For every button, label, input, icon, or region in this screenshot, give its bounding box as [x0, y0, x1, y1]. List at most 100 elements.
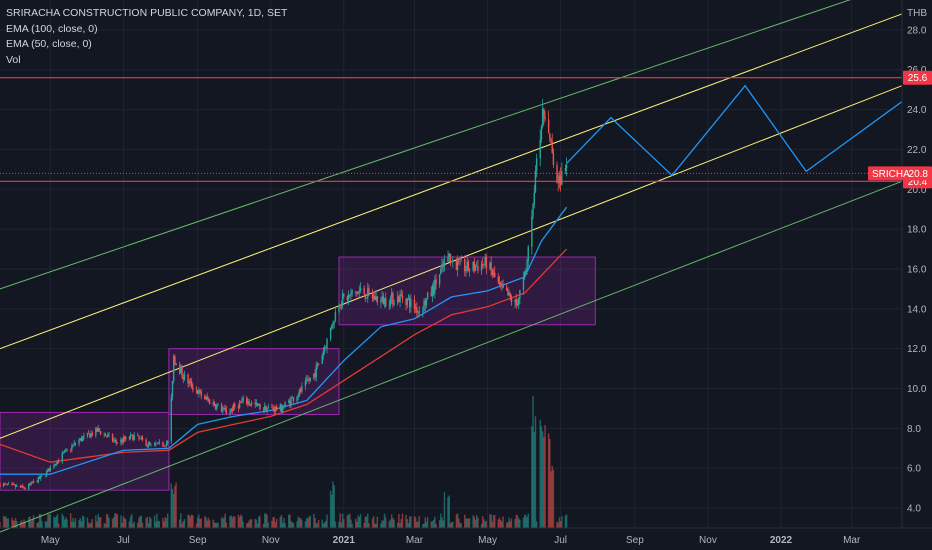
current-price-value: 20.8	[909, 169, 929, 180]
ema50-legend[interactable]: EMA (50, close, 0)	[6, 38, 92, 50]
volume-bar	[12, 520, 14, 528]
volume-bar	[189, 516, 192, 528]
candle-body	[137, 435, 139, 436]
volume-bar	[408, 516, 411, 528]
volume-bar	[16, 520, 18, 528]
volume-bar	[315, 523, 317, 528]
candle-body	[155, 443, 157, 445]
candle-body	[338, 305, 340, 312]
volume-bar	[426, 517, 429, 528]
candle-body	[63, 450, 66, 453]
candle-body	[54, 464, 56, 466]
candle-body	[61, 452, 63, 462]
volume-bar	[456, 513, 459, 528]
volume-bar	[371, 518, 374, 528]
volume-bar	[254, 518, 256, 528]
volume-bar	[559, 520, 562, 528]
candle-body	[47, 468, 49, 471]
candle-body	[405, 298, 407, 305]
candle-body	[322, 351, 325, 356]
candle-body	[371, 291, 374, 299]
candle-body	[242, 397, 244, 401]
candle-body	[435, 279, 437, 285]
volume-bar	[104, 523, 107, 528]
horizontal-levels[interactable]	[0, 77, 902, 182]
volume-bar	[172, 493, 175, 528]
volume-bar	[199, 518, 201, 528]
candle-body	[494, 272, 496, 278]
candle-body	[258, 404, 260, 406]
candle-body	[414, 307, 417, 309]
volume-bar	[464, 514, 466, 528]
candle-body	[116, 442, 119, 444]
candle-body	[96, 428, 98, 432]
volume-bar	[359, 514, 362, 528]
candle-body	[65, 449, 67, 451]
volume-bar	[340, 522, 343, 528]
volume-bar	[24, 521, 26, 528]
volume-bar	[129, 516, 132, 528]
candle-body	[443, 261, 446, 267]
volume-bar	[264, 513, 266, 528]
volume-bar	[447, 496, 449, 528]
volume-bar	[458, 518, 460, 528]
candle-body	[36, 481, 38, 483]
candle-body	[29, 483, 31, 485]
candle-body	[12, 484, 14, 485]
volume-bar	[399, 523, 401, 528]
candle-body	[49, 467, 52, 472]
volume-bar	[438, 520, 441, 528]
candle-body	[519, 290, 521, 299]
volume-bar	[234, 516, 236, 528]
candle-body	[183, 374, 186, 380]
volume-bar	[449, 523, 452, 528]
volume-bar	[131, 514, 133, 528]
candle-body	[358, 290, 361, 292]
volume-bar	[385, 517, 387, 528]
volume-bar	[332, 481, 334, 528]
candle-body	[273, 409, 276, 412]
volume-bar	[485, 520, 488, 528]
candle-body	[41, 475, 43, 477]
candle-body	[247, 401, 249, 404]
candle-body	[104, 433, 107, 436]
candle-body	[541, 109, 544, 127]
candle-body	[95, 428, 97, 436]
candle-body	[308, 380, 310, 382]
candle-body	[314, 373, 316, 378]
ema100-legend[interactable]: EMA (100, close, 0)	[6, 22, 98, 35]
projection-path[interactable]	[566, 84, 903, 177]
symbol-title[interactable]: SRIRACHA CONSTRUCTION PUBLIC COMPANY, 1D…	[6, 7, 288, 19]
volume-bar	[334, 521, 337, 528]
candle-body	[171, 381, 174, 398]
volume-bar	[526, 517, 528, 528]
volume-legend[interactable]: Vol	[6, 53, 21, 66]
volume-bar	[407, 523, 410, 528]
volume-bar	[516, 515, 519, 528]
volume-bar	[502, 516, 504, 528]
candle-body	[192, 387, 194, 390]
volume-bar	[297, 516, 299, 528]
volume-bar	[113, 517, 115, 528]
volume-bar	[4, 517, 6, 528]
candle-body	[31, 482, 34, 483]
price-tick-label: 12.0	[907, 344, 927, 355]
candle-body	[32, 481, 35, 483]
volume-bar	[472, 515, 474, 528]
candle-body	[393, 303, 395, 305]
candle-body	[139, 438, 141, 439]
volume-bar	[313, 513, 315, 528]
time-axis[interactable]: May Jul Sep Nov 2021 Mar May Jul Sep Nov 2022 Mar	[41, 535, 861, 546]
volume-bar	[187, 514, 189, 528]
price-axis[interactable]: THB 4.0 6.0 8.0 10.0 12.0 14.0 16.0 18.0 20.0 22.…	[907, 8, 927, 515]
volume-bar	[242, 521, 244, 528]
time-tick-label: Jul	[117, 535, 130, 546]
volume-bar	[531, 426, 533, 528]
candle-body	[103, 433, 105, 435]
chart-legend: SRIRACHA CONSTRUCTION PUBLIC COMPANY, 1D…	[6, 6, 287, 68]
candle-body	[48, 468, 50, 472]
volume-bar	[53, 516, 55, 528]
volume-bar	[405, 514, 407, 528]
candle-body	[304, 380, 307, 387]
